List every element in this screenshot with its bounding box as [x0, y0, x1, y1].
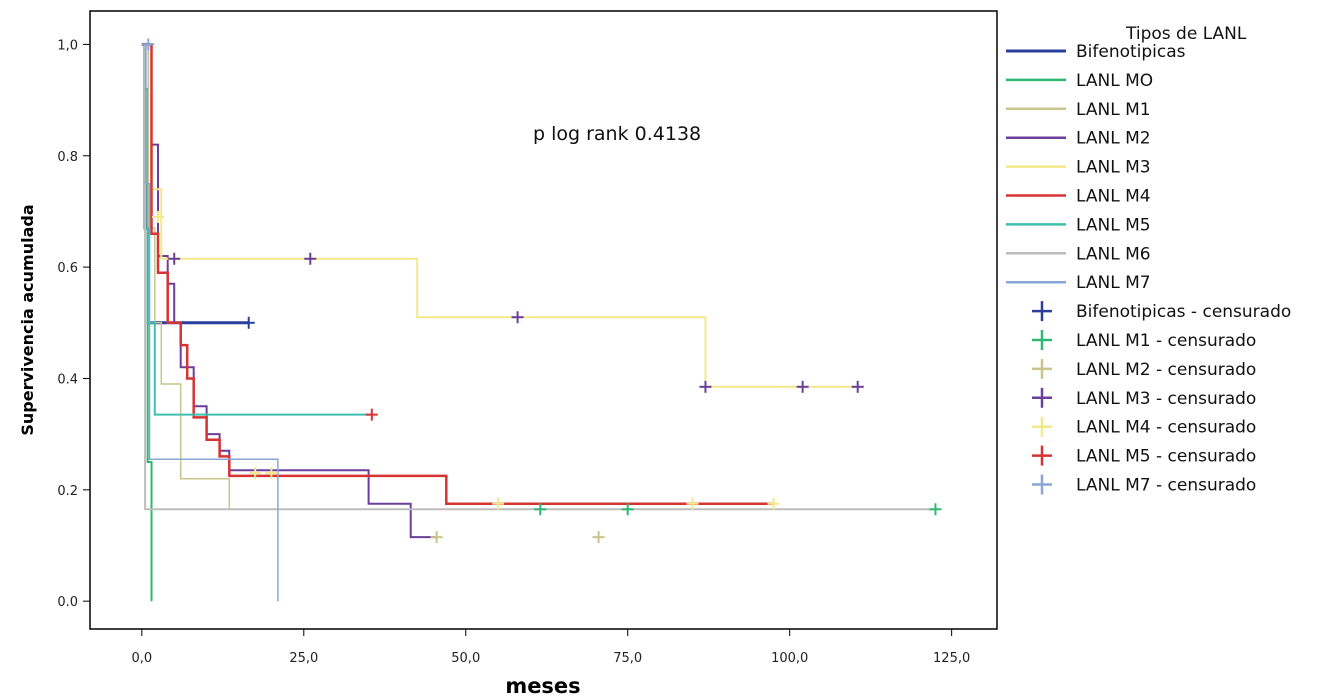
legend-label: LANL M4	[1076, 187, 1151, 207]
legend-item-series: LANL M1	[1006, 100, 1151, 120]
legend-item-series: LANL MO	[1006, 71, 1153, 91]
censor-marker	[430, 531, 443, 544]
legend-item-censored: LANL M1 - censurado	[1032, 330, 1256, 351]
censor-marker	[851, 380, 864, 393]
x-axis-label: meses	[505, 674, 580, 698]
censor-marker	[304, 252, 317, 265]
y-axis-label: Supervivencia acumulada	[18, 204, 37, 435]
y-axis-ticks: 0.0 0.2 0.4 0.6 0.8 1,0	[57, 38, 90, 610]
censor-marker	[249, 467, 262, 480]
legend-item-series: LANL M2	[1006, 129, 1151, 149]
censor-marker	[152, 211, 165, 223]
legend-label: LANL M7 - censurado	[1076, 476, 1256, 496]
legend-label: LANL M4 - censurado	[1076, 418, 1256, 438]
legend-label: Bifenotipicas - censurado	[1076, 302, 1291, 322]
x-tick-label: 75,0	[613, 651, 642, 666]
legend-censor-marker	[1032, 301, 1052, 322]
legend-item-censored: LANL M7 - censurado	[1032, 474, 1256, 496]
legend-item-censored: LANL M2 - censurado	[1032, 358, 1256, 380]
legend-label: Bifenotipicas	[1076, 42, 1186, 62]
legend-label: LANL M6	[1076, 244, 1151, 264]
legend-label: LANL M3 - censurado	[1076, 389, 1256, 409]
censor-marker	[686, 497, 699, 510]
x-tick-label: 0,0	[131, 651, 152, 666]
x-axis-ticks: 0,0 25,0 50,0 75,0 100,0 125,0	[131, 629, 970, 666]
legend-item-series: LANL M7	[1006, 273, 1151, 293]
legend-label: LANL MO	[1076, 71, 1153, 91]
y-tick-label: 0.8	[57, 150, 78, 165]
legend-label: LANL M3	[1076, 158, 1151, 178]
y-tick-label: 0.4	[57, 372, 78, 387]
censor-marker	[265, 467, 278, 480]
annotation-p-log-rank: p log rank 0.4138	[533, 123, 701, 145]
censor-marker	[592, 531, 605, 544]
censor-marker	[534, 503, 547, 516]
legend-label: LANL M5 - censurado	[1076, 447, 1256, 467]
legend-censor-marker	[1032, 330, 1052, 350]
x-tick-label: 25,0	[289, 651, 318, 666]
censor-marker	[242, 316, 255, 329]
series-line-lanl-m1	[141, 43, 599, 511]
y-tick-label: 0.6	[57, 261, 78, 276]
censor-marker	[621, 503, 634, 516]
legend-item-series: LANL M3	[1006, 158, 1151, 178]
legend-item-series: LANL M5	[1006, 215, 1151, 235]
legend-label: LANL M1	[1076, 100, 1151, 120]
legend-item-censored: LANL M5 - censurado	[1032, 445, 1256, 467]
legend-label: LANL M2 - censurado	[1076, 360, 1256, 380]
legend-label: LANL M5	[1076, 215, 1151, 235]
censor-marker	[796, 380, 809, 393]
x-tick-label: 50,0	[451, 651, 480, 666]
censor-marker	[365, 408, 378, 421]
legend-censor-marker	[1032, 358, 1052, 379]
legend-label: LANL M7	[1076, 273, 1151, 293]
plot-area-frame	[89, 10, 998, 630]
censor-marker	[929, 503, 942, 516]
y-tick-label: 0.0	[57, 595, 78, 610]
legend-item-censored: LANL M3 - censurado	[1032, 387, 1256, 409]
censor-marker	[492, 497, 505, 510]
legend-censor-marker	[1032, 387, 1052, 408]
y-tick-label: 1,0	[57, 38, 78, 53]
legend-label: LANL M1 - censurado	[1076, 331, 1256, 351]
legend-censor-marker	[1032, 445, 1052, 466]
legend-item-censored: LANL M4 - censurado	[1032, 416, 1256, 438]
censor-layer	[142, 38, 942, 544]
legend-item-series: Bifenotipicas	[1006, 42, 1186, 62]
legend-label: LANL M2	[1076, 129, 1151, 149]
legend-item-series: LANL M6	[1006, 244, 1151, 264]
x-tick-label: 100,0	[771, 651, 808, 666]
legend-item-series: LANL M4	[1006, 187, 1151, 207]
censor-marker	[142, 38, 155, 51]
legend: Bifenotipicas LANL MO LANL M1 LANL M2 LANL M…	[1006, 42, 1291, 496]
series-line-lanl-m4	[141, 43, 774, 505]
censor-marker	[767, 497, 780, 510]
censor-marker	[699, 380, 712, 393]
censor-marker	[511, 311, 524, 324]
legend-censor-marker	[1032, 474, 1052, 495]
legend-title: Tipos de LANL	[1125, 24, 1247, 44]
censor-marker	[168, 252, 181, 265]
x-tick-label: 125,0	[933, 651, 970, 666]
legend-censor-marker	[1032, 416, 1052, 437]
y-tick-label: 0.2	[57, 484, 78, 499]
legend-item-censored: Bifenotipicas - censurado	[1032, 301, 1291, 322]
